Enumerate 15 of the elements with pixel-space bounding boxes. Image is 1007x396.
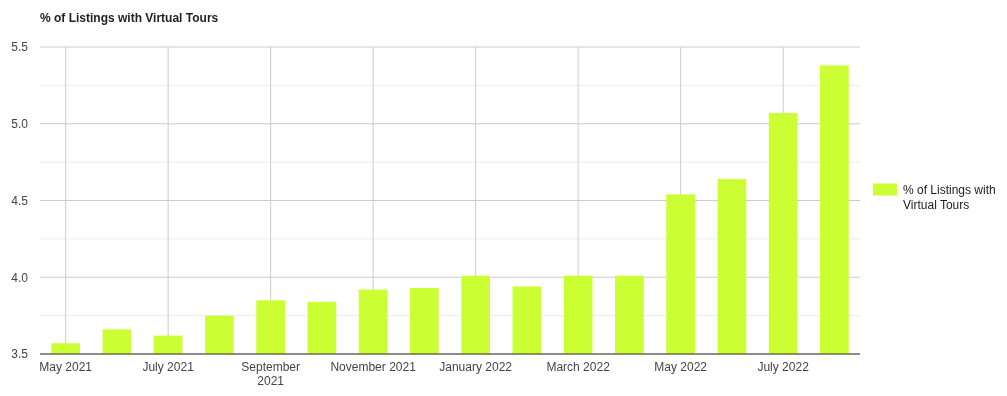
- y-tick-label: 5.0: [11, 117, 29, 132]
- x-tick-label: November 2021: [330, 359, 417, 374]
- x-tick-label: January 2022: [439, 359, 513, 374]
- x-tick-label: July 2021: [142, 359, 195, 374]
- legend-label: % of Listings with Virtual Tours: [903, 182, 996, 212]
- y-tick-label: 4.0: [11, 270, 29, 285]
- y-tick-label: 3.5: [11, 347, 29, 362]
- chart-title: % of Listings with Virtual Tours: [40, 11, 219, 25]
- x-tick-label: March 2022: [546, 359, 611, 374]
- x-tick-label: July 2022: [757, 359, 810, 374]
- x-tick-label: September 2021: [241, 359, 300, 388]
- y-tick-label: 4.5: [11, 193, 29, 208]
- x-tick-label: May 2021: [39, 359, 93, 374]
- y-tick-label: 5.5: [11, 40, 29, 55]
- x-tick-label: May 2022: [654, 359, 708, 374]
